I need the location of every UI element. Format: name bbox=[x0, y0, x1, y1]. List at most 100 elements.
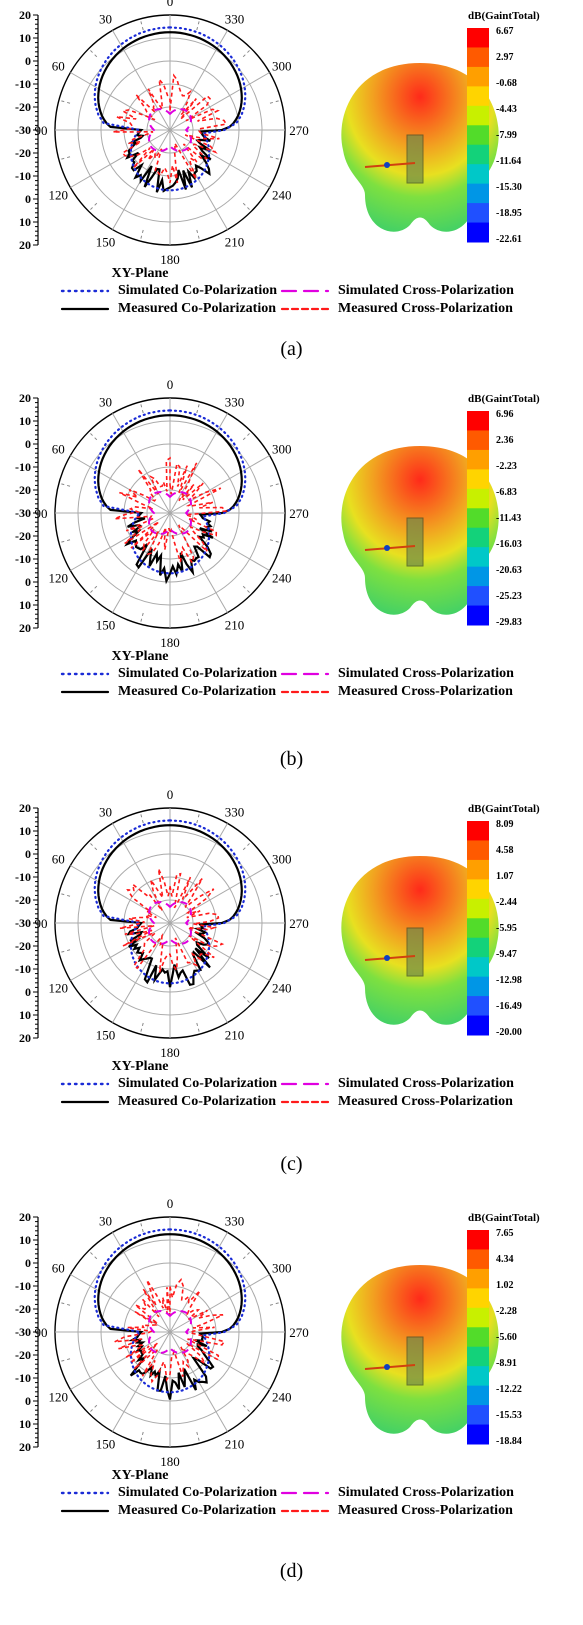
angle-label: 150 bbox=[96, 1028, 116, 1043]
colorbar-tick-label: 2.36 bbox=[496, 435, 514, 446]
colorbar-tick-label: 4.58 bbox=[496, 845, 514, 856]
colorbar-swatch bbox=[467, 430, 489, 451]
grid-spoke bbox=[169, 512, 270, 571]
colorbar-swatch bbox=[467, 1015, 489, 1036]
radial-tick-label: -20 bbox=[15, 100, 31, 114]
colorbar-swatch bbox=[467, 1366, 489, 1387]
colorbar-swatch bbox=[467, 47, 489, 68]
colorbar bbox=[467, 821, 489, 1036]
angle-label: 120 bbox=[49, 571, 69, 586]
colorbar-swatch bbox=[467, 144, 489, 165]
minor-spoke bbox=[269, 1358, 282, 1363]
panel-caption: (c) bbox=[280, 1153, 303, 1175]
minor-spoke bbox=[88, 48, 98, 58]
legend-swatch bbox=[280, 1100, 330, 1104]
colorbar-tick-label: 6.96 bbox=[496, 409, 514, 420]
polar-chart: 20 10 0 -10 -20 -30 -20 -10 0 10 20 0 30 60 90 120 150 18… bbox=[15, 787, 309, 1074]
minor-spoke bbox=[88, 995, 98, 1005]
angle-label: 330 bbox=[225, 394, 245, 409]
minor-spoke bbox=[139, 1431, 144, 1444]
radial-tick-label: 0 bbox=[25, 54, 31, 68]
angle-label: 270 bbox=[289, 506, 309, 521]
legend-item-meas-cross: Measured Cross-Polarization bbox=[280, 1094, 513, 1110]
radiation-pattern-3d bbox=[341, 63, 499, 232]
minor-spoke bbox=[242, 1250, 252, 1260]
minor-spoke bbox=[58, 949, 71, 954]
minor-spoke bbox=[139, 811, 144, 824]
legend-swatch bbox=[280, 1082, 330, 1086]
colorbar-tick-label: -12.22 bbox=[496, 1384, 522, 1395]
angle-label: 90 bbox=[35, 1325, 48, 1340]
angle-label: 0 bbox=[167, 787, 174, 802]
colorbar-tick-label: 6.67 bbox=[496, 26, 514, 37]
legend: Simulated Co-Polarization Simulated Cross… bbox=[0, 666, 583, 706]
grid-spoke bbox=[169, 512, 228, 613]
angle-label: 150 bbox=[96, 1437, 116, 1452]
minor-spoke bbox=[88, 431, 98, 441]
series-measured-cross bbox=[119, 868, 225, 973]
grid-spoke bbox=[70, 1331, 171, 1390]
grid-spoke bbox=[112, 1232, 171, 1333]
legend-item-meas-co: Measured Co-Polarization bbox=[60, 1094, 276, 1110]
legend-label: Simulated Cross-Polarization bbox=[338, 666, 514, 681]
angle-label: 30 bbox=[99, 1213, 112, 1228]
colorbar-swatch bbox=[467, 898, 489, 919]
minor-spoke bbox=[242, 48, 252, 58]
colorbar-tick-label: 2.97 bbox=[496, 52, 514, 63]
colorbar-swatch bbox=[467, 411, 489, 431]
colorbar-tick-label: 8.09 bbox=[496, 819, 514, 830]
radial-tick-label: -10 bbox=[15, 77, 31, 91]
angle-label: 270 bbox=[289, 916, 309, 931]
angle-label: 210 bbox=[225, 235, 245, 250]
minor-spoke bbox=[269, 892, 282, 897]
grid-spoke bbox=[70, 1274, 171, 1333]
minor-spoke bbox=[269, 99, 282, 104]
radial-tick-label: 0 bbox=[25, 985, 31, 999]
colorbar-swatch bbox=[467, 203, 489, 224]
legend-swatch bbox=[60, 672, 110, 676]
angle-label: 240 bbox=[272, 571, 292, 586]
minor-spoke bbox=[196, 811, 201, 824]
legend-swatch bbox=[280, 690, 330, 694]
legend-label: Measured Co-Polarization bbox=[118, 301, 276, 316]
radial-tick-label: -30 bbox=[15, 123, 31, 137]
legend-label: Simulated Cross-Polarization bbox=[338, 1076, 514, 1091]
legend-item-meas-cross: Measured Cross-Polarization bbox=[280, 1503, 513, 1519]
colorbar-tick-label: -11.64 bbox=[496, 156, 522, 167]
radial-tick-label: -20 bbox=[15, 893, 31, 907]
colorbar-title: dB(GaintTotal) bbox=[468, 393, 540, 405]
minor-spoke bbox=[139, 401, 144, 414]
colorbar-tick-label: -7.99 bbox=[496, 130, 517, 141]
legend-item-sim-co: Simulated Co-Polarization bbox=[60, 1485, 277, 1501]
angle-label: 120 bbox=[49, 981, 69, 996]
radiation-pattern-3d bbox=[341, 1265, 499, 1434]
minor-spoke bbox=[88, 1250, 98, 1260]
radial-tick-label: -10 bbox=[15, 870, 31, 884]
legend-swatch bbox=[280, 1509, 330, 1513]
radial-tick-label: -20 bbox=[15, 529, 31, 543]
minor-spoke bbox=[242, 995, 252, 1005]
colorbar-swatch bbox=[467, 566, 489, 587]
minor-spoke bbox=[242, 1404, 252, 1414]
minor-spoke bbox=[139, 1220, 144, 1233]
angle-label: 300 bbox=[272, 59, 292, 74]
colorbar-tick-label: -12.98 bbox=[496, 975, 522, 986]
angle-label: 180 bbox=[160, 1045, 180, 1060]
axis-origin bbox=[384, 545, 390, 551]
axis-origin bbox=[384, 955, 390, 961]
colorbar-tick-label: -16.03 bbox=[496, 539, 522, 550]
colorbar-swatch bbox=[467, 164, 489, 185]
colorbar-swatch bbox=[467, 586, 489, 607]
legend-item-sim-co: Simulated Co-Polarization bbox=[60, 283, 277, 299]
minor-spoke bbox=[196, 612, 201, 625]
colorbar-tick-label: 7.65 bbox=[496, 1228, 514, 1239]
grid-spoke bbox=[112, 922, 171, 1023]
series-simulated-cross bbox=[147, 1309, 193, 1355]
minor-spoke bbox=[196, 401, 201, 414]
minor-spoke bbox=[242, 202, 252, 212]
grid-spoke bbox=[70, 922, 171, 981]
minor-spoke bbox=[196, 1431, 201, 1444]
colorbar-tick-label: -2.28 bbox=[496, 1306, 517, 1317]
grid-spoke bbox=[169, 922, 228, 1023]
radial-tick-label: 20 bbox=[19, 391, 31, 405]
